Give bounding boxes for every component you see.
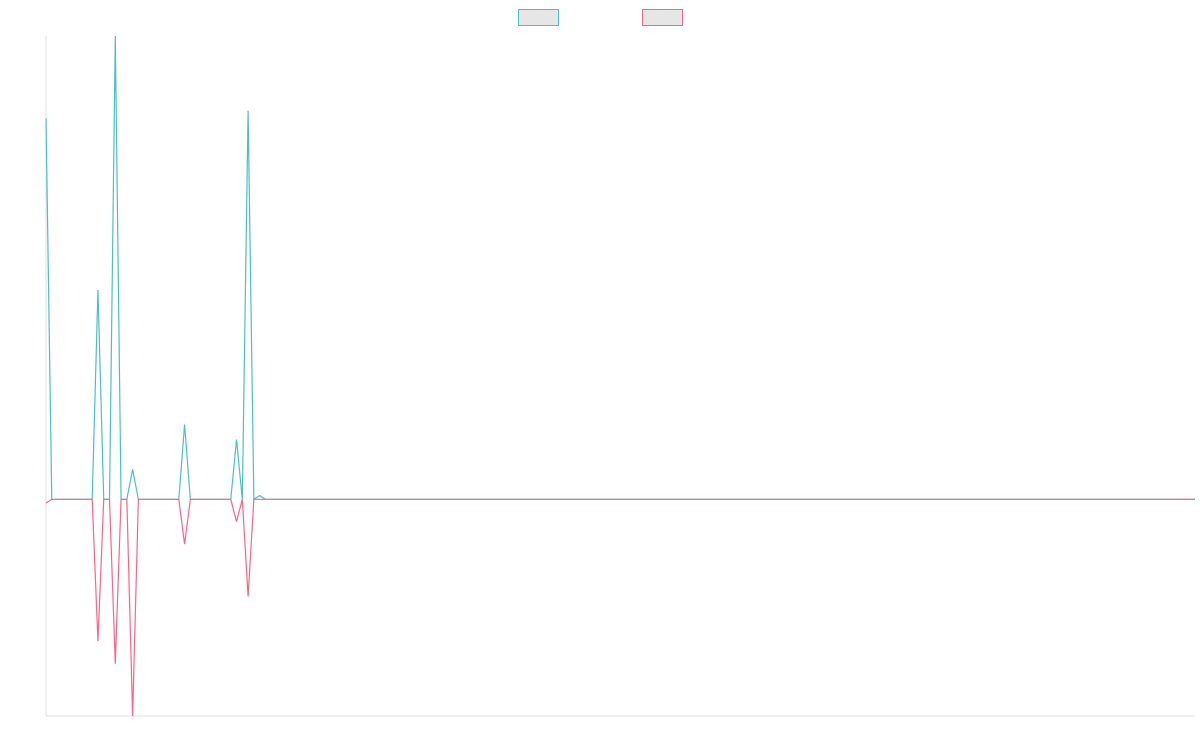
legend-swatch: [642, 9, 683, 26]
series-group: [45, 35, 1195, 717]
legend-swatch: [518, 9, 559, 26]
axes: [45, 36, 1195, 717]
legend: [518, 9, 683, 26]
legend-item-1[interactable]: [518, 9, 559, 26]
series-line-2: [45, 498, 1195, 717]
series-line-1: [45, 35, 1195, 501]
legend-item-2[interactable]: [642, 9, 683, 26]
